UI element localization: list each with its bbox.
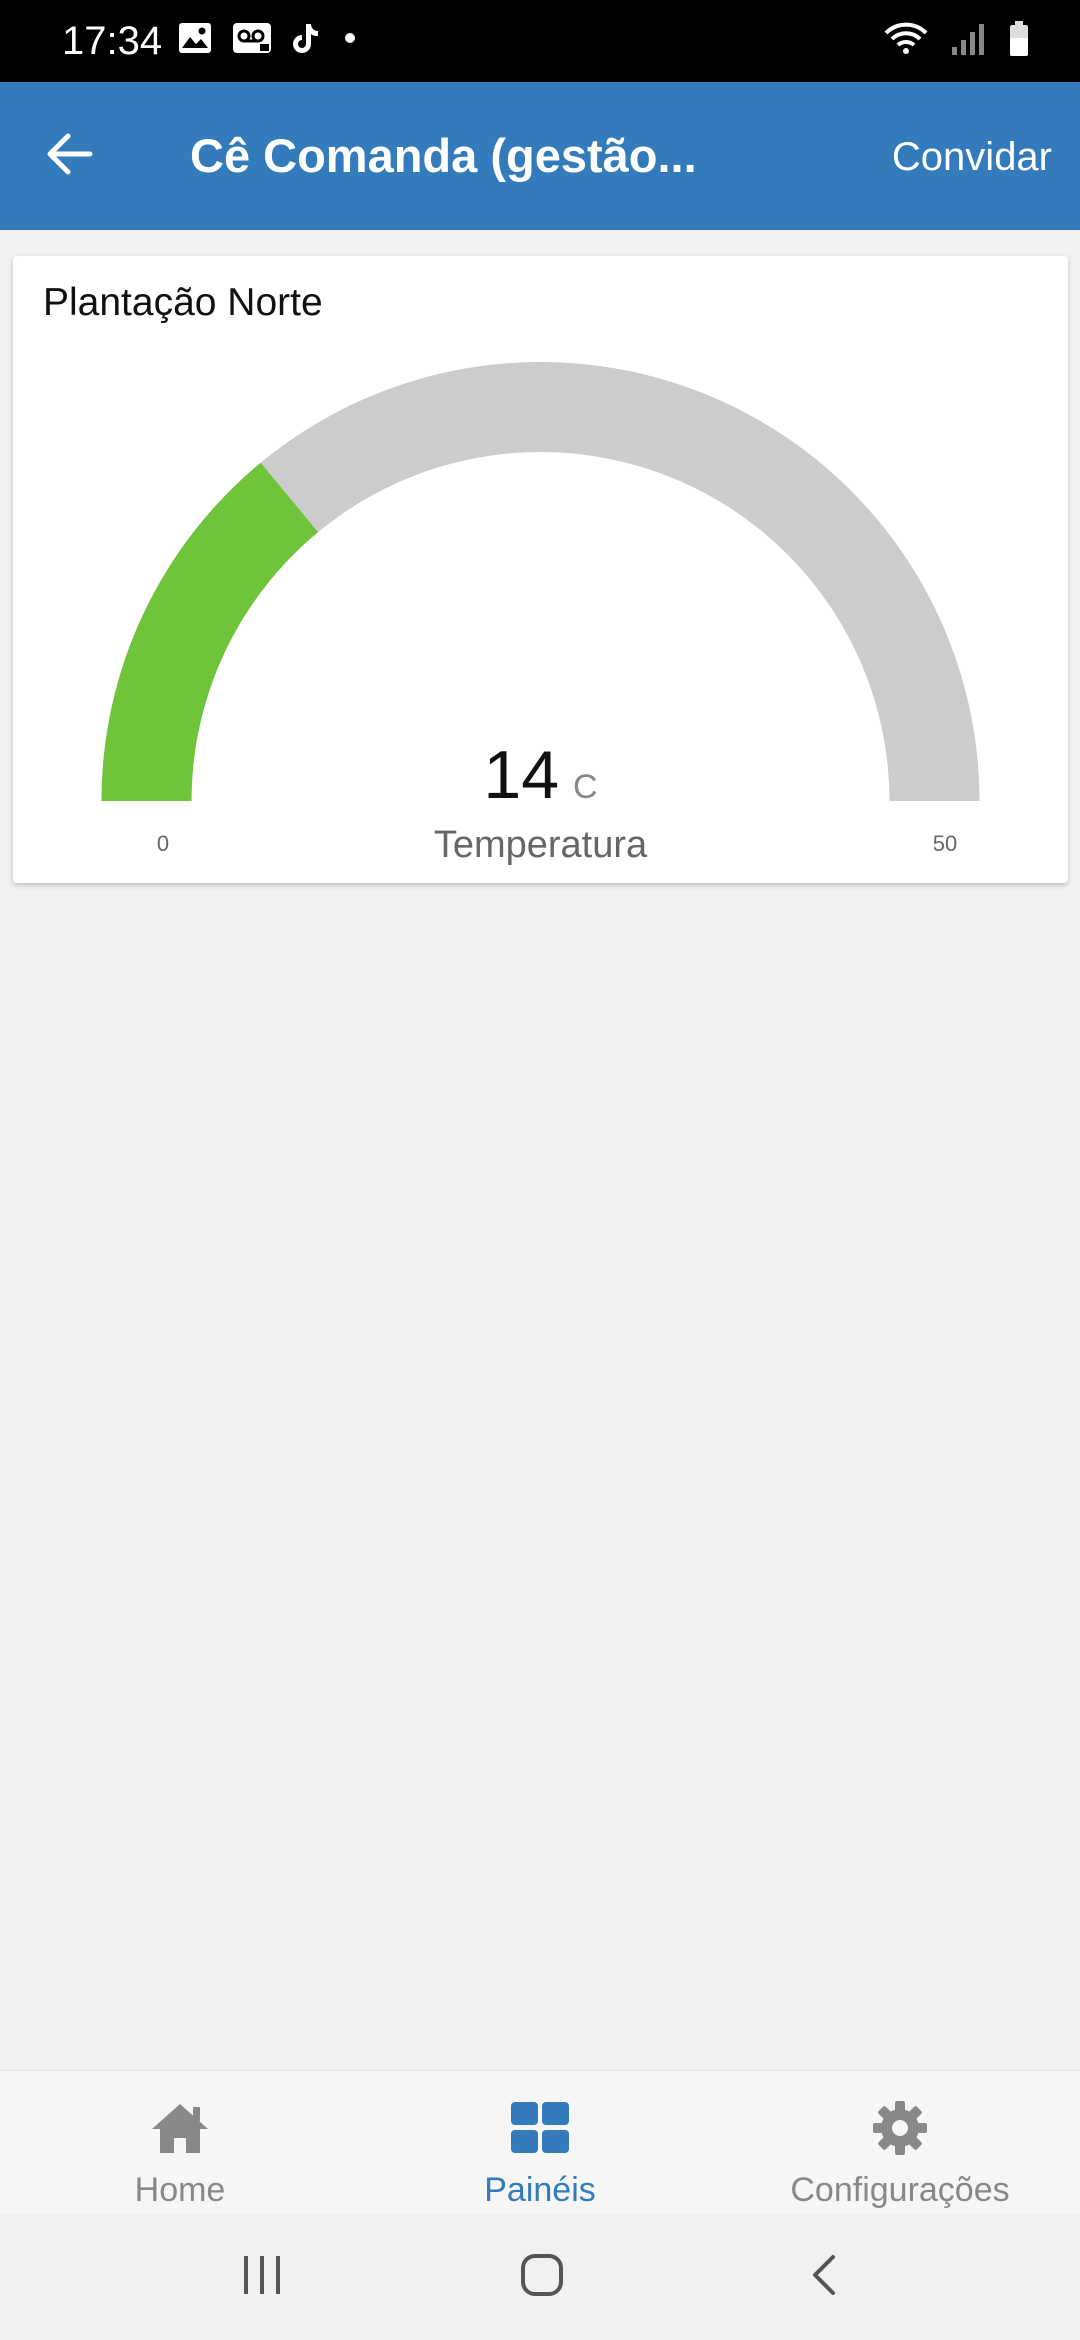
voicemail-icon [232, 22, 272, 54]
home-system-button[interactable] [502, 2244, 582, 2310]
signal-icon [950, 21, 986, 57]
nav-label-home: Home [134, 2171, 226, 2209]
card-title: Plantação Norte [43, 281, 323, 324]
gauge-track [101, 362, 980, 801]
recent-apps-icon [240, 2254, 284, 2301]
status-bar: 17:34 [0, 0, 1080, 82]
bottom-navigation: Home Painéis [0, 2070, 1080, 2215]
wifi-icon [884, 21, 928, 57]
gauge-value: 14 C [13, 736, 1068, 814]
invite-button[interactable]: Convidar [891, 135, 1052, 179]
gauge-label: Temperatura [433, 824, 648, 866]
home-icon [149, 2097, 211, 2159]
page-title: Cê Comanda (gestão... [190, 129, 697, 182]
app-bar: Cê Comanda (gestão... Convidar [0, 82, 1080, 230]
nav-item-paineis[interactable]: Painéis [360, 2071, 720, 2215]
gauge-min-label: 0 [156, 831, 170, 856]
battery-icon [1008, 20, 1030, 58]
recent-apps-button[interactable] [222, 2244, 302, 2310]
gauge-unit: C [573, 768, 598, 806]
arrow-left-icon [46, 132, 94, 181]
notification-icons [178, 22, 360, 54]
nav-item-home[interactable]: Home [0, 2071, 360, 2215]
back-system-button[interactable] [784, 2244, 864, 2310]
nav-label-paineis: Painéis [484, 2171, 596, 2209]
tiktok-icon [292, 22, 320, 54]
gear-icon [871, 2097, 929, 2159]
system-navigation-bar [0, 2214, 1080, 2340]
status-time: 17:34 [62, 19, 163, 63]
home-circle-icon [520, 2253, 564, 2302]
back-chevron-icon [807, 2253, 841, 2302]
gauge-number: 14 [483, 737, 560, 813]
dashboard-card[interactable]: Plantação Norte 14 C Temperatura 0 50 [13, 256, 1068, 883]
back-button[interactable] [40, 122, 100, 190]
image-icon [178, 22, 212, 54]
gauge-fill [101, 462, 319, 801]
gauge-max-label: 50 [932, 831, 958, 856]
dot-icon [340, 22, 360, 54]
dashboard-icon [510, 2097, 570, 2159]
nav-item-configuracoes[interactable]: Configurações [720, 2071, 1080, 2215]
system-status-icons [884, 20, 1030, 58]
temperature-gauge [101, 362, 980, 801]
nav-label-configuracoes: Configurações [790, 2171, 1010, 2209]
